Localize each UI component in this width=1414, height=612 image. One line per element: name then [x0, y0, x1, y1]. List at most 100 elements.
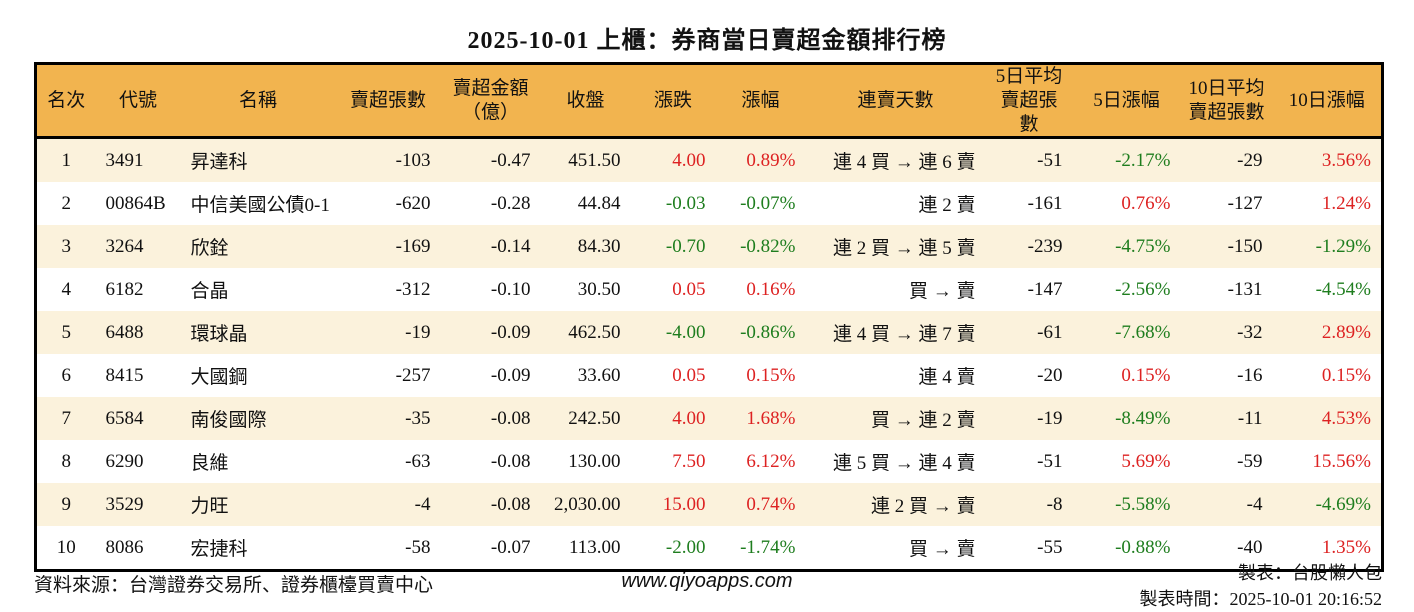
cell-code: 8415: [105, 364, 144, 386]
cell-sell_volume: -103: [395, 149, 431, 171]
cell-avg10: -150: [1227, 235, 1263, 257]
cell-avg10: -11: [1237, 407, 1263, 429]
report-timestamp: 製表時間：2025-10-01 20:16:52: [1139, 589, 1383, 610]
cell-avg10: -16: [1237, 364, 1263, 386]
table-row: 6 8415 大國鋼 -257 -0.09 33.60 0.05 0.15% 連 4 賣 -20 0…: [35, 354, 1383, 398]
cell-code: 3529: [105, 493, 144, 515]
cell-change_pct: -0.86%: [740, 321, 796, 343]
cell-avg10: -131: [1227, 278, 1263, 300]
cell-change: 7.50: [672, 450, 706, 472]
cell-close: 113.00: [568, 536, 621, 558]
table-row: 5 6488 環球晶 -19 -0.09 462.50 -4.00 -0.86% 連 4 買 →…: [35, 311, 1383, 355]
column-header-rank: 名次: [35, 63, 96, 140]
column-header-change_pct: 漲幅: [715, 63, 806, 140]
cell-pct5: 5.69%: [1121, 450, 1171, 472]
cell-change_pct: -1.74%: [740, 536, 796, 558]
cell-name: 中信美國公債0-1: [190, 195, 330, 217]
cell-name: 環球晶: [190, 324, 248, 346]
cell-close: 451.50: [568, 149, 621, 171]
table-row: 9 3529 力旺 -4 -0.08 2,030.00 15.00 0.74% 連 2 買 → …: [35, 483, 1383, 527]
table-row: 4 6182 合晶 -312 -0.10 30.50 0.05 0.16% 買 → 賣 -147 -…: [35, 268, 1383, 312]
cell-avg5: -55: [1037, 536, 1063, 558]
column-header-pct5: 5日漲幅: [1072, 63, 1181, 140]
cell-pct10: 4.53%: [1321, 407, 1371, 429]
cell-close: 462.50: [568, 321, 621, 343]
column-header-sell_volume: 賣超張數: [335, 63, 441, 140]
cell-code: 3491: [105, 149, 144, 171]
cell-name: 昇達科: [190, 152, 248, 174]
cell-change_pct: -0.82%: [740, 235, 796, 257]
column-header-close: 收盤: [540, 63, 631, 140]
cell-sell_volume: -4: [414, 493, 431, 515]
table-header: 名次 代號 名稱 賣超張數 賣超金額 （億） 收盤 漲跌 漲幅 連賣天數 5日平均 賣超張數 5日漲幅 1…: [35, 63, 1383, 140]
cell-change: 4.00: [672, 407, 706, 429]
cell-avg5: -51: [1037, 450, 1063, 472]
cell-change: -0.03: [665, 192, 706, 214]
table-body: 1 3491 昇達科 -103 -0.47 451.50 4.00 0.89% 連 4 買 → …: [35, 137, 1383, 571]
cell-change_pct: 0.15%: [746, 364, 796, 386]
cell-streak: 買 → 賣: [908, 539, 976, 561]
cell-sell_amount: -0.08: [490, 450, 531, 472]
cell-pct10: 0.15%: [1321, 364, 1371, 386]
column-header-pct10: 10日漲幅: [1272, 63, 1383, 140]
website-url: www.qiyoapps.com: [621, 570, 793, 592]
cell-pct10: -4.54%: [1315, 278, 1371, 300]
cell-close: 44.84: [577, 192, 621, 214]
cell-avg10: -127: [1227, 192, 1263, 214]
cell-sell_volume: -620: [395, 192, 431, 214]
cell-pct10: 3.56%: [1321, 149, 1371, 171]
cell-change_pct: 6.12%: [746, 450, 796, 472]
cell-change_pct: 0.16%: [746, 278, 796, 300]
cell-rank: 8: [61, 450, 72, 472]
table-row: 2 00864B 中信美國公債0-1 -620 -0.28 44.84 -0.03 -0.07…: [35, 182, 1383, 226]
cell-pct5: -5.58%: [1115, 493, 1171, 515]
cell-streak: 買 → 賣: [908, 281, 976, 303]
cell-sell_amount: -0.08: [490, 407, 531, 429]
table-row: 7 6584 南俊國際 -35 -0.08 242.50 4.00 1.68% 買 → 連 2 …: [35, 397, 1383, 441]
cell-change: 15.00: [662, 493, 706, 515]
data-source-note: 資料來源：台灣證券交易所、證券櫃檯買賣中心: [34, 575, 434, 596]
cell-pct5: 0.76%: [1121, 192, 1171, 214]
column-header-sell_amount: 賣超金額 （億）: [440, 63, 541, 140]
cell-avg10: -32: [1237, 321, 1263, 343]
cell-change: -4.00: [665, 321, 706, 343]
cell-sell_amount: -0.14: [490, 235, 531, 257]
cell-avg5: -51: [1037, 149, 1063, 171]
column-header-code: 代號: [95, 63, 181, 140]
cell-close: 84.30: [577, 235, 621, 257]
cell-change_pct: 0.89%: [746, 149, 796, 171]
cell-streak: 連 4 買 → 連 7 賣: [832, 324, 976, 346]
cell-code: 6488: [105, 321, 144, 343]
cell-pct10: 2.89%: [1321, 321, 1371, 343]
cell-code: 6182: [105, 278, 144, 300]
cell-code: 6584: [105, 407, 144, 429]
cell-close: 242.50: [568, 407, 621, 429]
cell-avg5: -61: [1037, 321, 1063, 343]
cell-pct5: -4.75%: [1115, 235, 1171, 257]
table-row: 1 3491 昇達科 -103 -0.47 451.50 4.00 0.89% 連 4 買 → …: [35, 137, 1383, 183]
cell-change: 0.05: [672, 364, 706, 386]
column-header-change: 漲跌: [630, 63, 716, 140]
cell-close: 2,030.00: [554, 493, 621, 515]
cell-streak: 連 2 買 → 賣: [870, 496, 976, 518]
cell-pct5: -8.49%: [1115, 407, 1171, 429]
cell-streak: 買 → 連 2 賣: [870, 410, 976, 432]
cell-pct5: -0.88%: [1115, 536, 1171, 558]
cell-avg5: -147: [1027, 278, 1063, 300]
cell-rank: 9: [61, 493, 72, 515]
cell-change_pct: 0.74%: [746, 493, 796, 515]
cell-sell_volume: -257: [395, 364, 431, 386]
cell-name: 力旺: [190, 496, 229, 518]
cell-rank: 4: [61, 278, 72, 300]
cell-avg10: -40: [1237, 536, 1263, 558]
column-header-name: 名稱: [180, 63, 336, 140]
table-header-row: 名次 代號 名稱 賣超張數 賣超金額 （億） 收盤 漲跌 漲幅 連賣天數 5日平均 賣超張數 5日漲幅 1…: [35, 63, 1383, 140]
cell-sell_amount: -0.08: [490, 493, 531, 515]
cell-change: -2.00: [665, 536, 706, 558]
cell-pct5: -2.17%: [1115, 149, 1171, 171]
column-header-streak: 連賣天數: [805, 63, 986, 140]
cell-change_pct: 1.68%: [746, 407, 796, 429]
cell-streak: 連 4 買 → 連 6 賣: [832, 152, 976, 174]
cell-sell_amount: -0.07: [490, 536, 531, 558]
cell-streak: 連 2 買 → 連 5 賣: [832, 238, 976, 260]
